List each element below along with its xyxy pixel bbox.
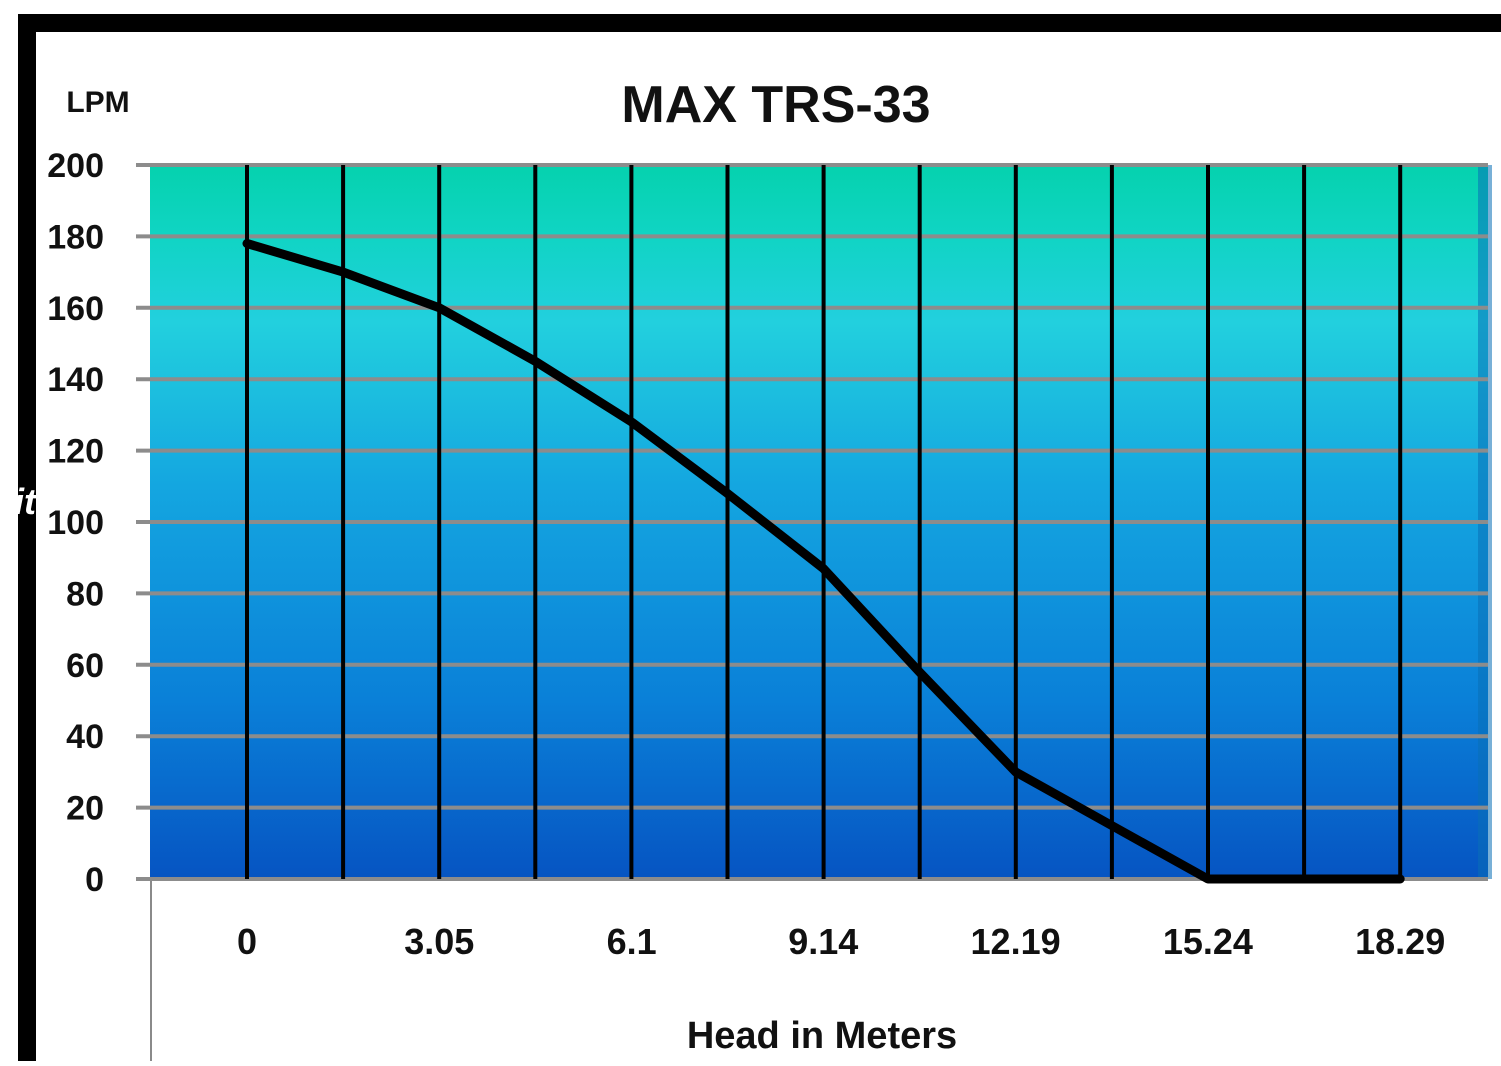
y-tick-100: 100	[47, 504, 104, 542]
y-tick-120: 120	[47, 433, 104, 471]
y-tick-80: 80	[66, 575, 104, 613]
outer-border	[18, 14, 1501, 1061]
stray-overlay-text: it	[14, 481, 38, 522]
x-tick-18-29: 18.29	[1355, 921, 1445, 962]
x-tick-9-14: 9.14	[788, 921, 858, 962]
x-tick-6-1: 6.1	[607, 921, 657, 962]
y-tick-160: 160	[47, 290, 104, 328]
vertical-gridlines	[245, 165, 1403, 879]
series-lines	[242, 239, 1405, 884]
y-tick-labels: 0 20 40 60 80 100 120 140 160 180 200	[47, 147, 104, 899]
x-axis-label: Head in Meters	[687, 1015, 957, 1057]
x-tick-0: 0	[237, 921, 257, 962]
x-tick-12-19: 12.19	[971, 921, 1061, 962]
y-tick-40: 40	[66, 718, 104, 756]
y-tick-0: 0	[85, 861, 104, 899]
series-line-0	[242, 239, 1405, 884]
horizontal-gridlines	[136, 163, 1488, 881]
y-tick-140: 140	[47, 361, 104, 399]
y-tick-60: 60	[66, 647, 104, 685]
y-axis-unit-label: LPM	[66, 86, 129, 119]
y-tick-200: 200	[47, 147, 104, 185]
y-tick-20: 20	[66, 790, 104, 828]
x-tick-labels: 0 3.05 6.1 9.14 12.19 15.24 18.29	[237, 921, 1445, 962]
x-tick-3-05: 3.05	[404, 921, 474, 962]
y-tick-180: 180	[47, 218, 104, 256]
chart-title: MAX TRS-33	[621, 76, 930, 134]
x-tick-15-24: 15.24	[1163, 921, 1253, 962]
